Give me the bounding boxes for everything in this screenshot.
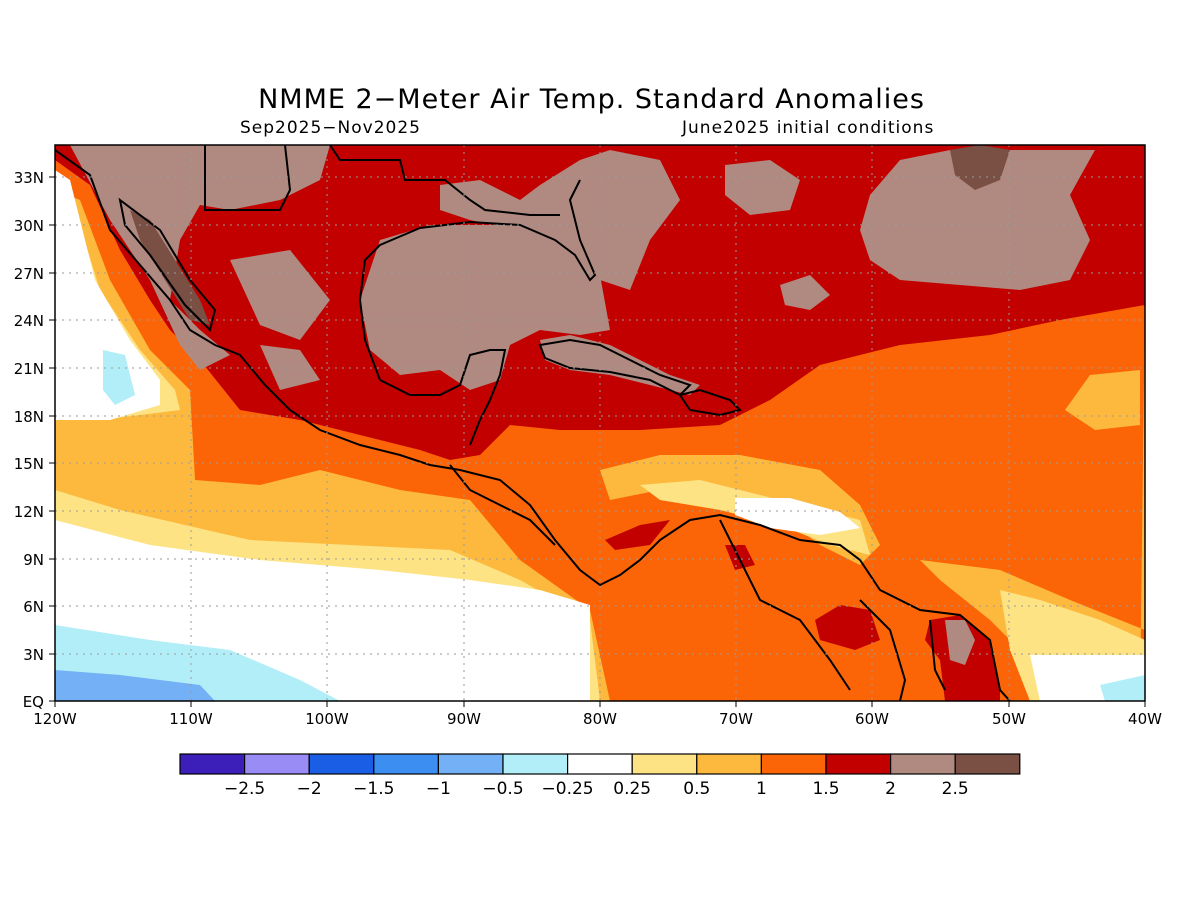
colorbar-swatch bbox=[437, 753, 504, 775]
lon-label: 80W bbox=[583, 710, 617, 728]
colorbar-swatch bbox=[696, 753, 762, 775]
lat-label: 6N bbox=[23, 598, 44, 616]
colorbar-label: 1.5 bbox=[812, 779, 839, 799]
colorbar-label: 2.5 bbox=[942, 779, 969, 799]
band-2-2.5-atlantic bbox=[725, 150, 1095, 665]
anomaly-field bbox=[55, 145, 1145, 701]
lon-label: 60W bbox=[855, 710, 889, 728]
colorbar-label: −1 bbox=[426, 779, 451, 799]
lon-label: 110W bbox=[169, 710, 213, 728]
colorbar-swatch bbox=[825, 753, 892, 775]
longitude-labels: 120W 110W 100W 90W 80W 70W 60W 50W 40W bbox=[33, 710, 1162, 728]
colorbar-swatch bbox=[179, 753, 246, 775]
band-cool-atlantic bbox=[1100, 675, 1145, 701]
colorbar-label: 0.5 bbox=[683, 779, 710, 799]
map-title: NMME 2−Meter Air Temp. Standard Anomalie… bbox=[258, 84, 925, 115]
forecast-period: Sep2025−Nov2025 bbox=[240, 118, 421, 138]
colorbar-label: −2 bbox=[297, 779, 322, 799]
coastlines bbox=[55, 145, 1011, 701]
colorbar-label: −0.5 bbox=[482, 779, 523, 799]
axis-ticks bbox=[49, 176, 1146, 707]
band-cool-west bbox=[55, 350, 340, 701]
band-1.5-2-south-america bbox=[605, 520, 1000, 701]
band-2-2.5-caribbean bbox=[540, 335, 700, 395]
band-neutral-west bbox=[55, 170, 590, 701]
band-cooler-west bbox=[55, 670, 215, 701]
colorbar-swatch bbox=[566, 753, 633, 775]
latitude-labels: EQ 3N 6N 9N 12N 15N 18N 21N 24N 27N 30N … bbox=[14, 169, 44, 711]
grid-lines bbox=[55, 145, 1145, 701]
colorbar-swatch bbox=[889, 753, 956, 775]
colorbar-labels: −2.5 −2 −1.5 −1 −0.5 −0.25 0.25 0.5 1 1.5 2 2.5 bbox=[224, 779, 969, 799]
colorbar-label: −1.5 bbox=[353, 779, 394, 799]
colorbar-swatch bbox=[244, 753, 310, 775]
colorbar-swatch bbox=[760, 753, 827, 775]
lon-label: 70W bbox=[719, 710, 753, 728]
band-2-2.5-us bbox=[70, 145, 680, 370]
colorbar-label: 0.25 bbox=[613, 779, 651, 799]
lat-label: 15N bbox=[14, 455, 44, 473]
lon-label: 40W bbox=[1128, 710, 1162, 728]
colorbar-swatch bbox=[631, 753, 698, 775]
colorbar-swatch bbox=[308, 753, 375, 775]
colorbar-label: 1 bbox=[756, 779, 767, 799]
lon-label: 50W bbox=[992, 710, 1026, 728]
initial-conditions: June2025 initial conditions bbox=[682, 118, 935, 138]
lat-label: 9N bbox=[23, 551, 44, 569]
lon-label: 100W bbox=[305, 710, 349, 728]
lat-label: 18N bbox=[14, 408, 44, 426]
lat-label: 30N bbox=[14, 217, 44, 235]
band-neutral-caribbean bbox=[735, 498, 1145, 701]
lat-label: 21N bbox=[14, 360, 44, 378]
lat-label: EQ bbox=[23, 693, 44, 711]
colorbar-label: −0.25 bbox=[542, 779, 594, 799]
lat-label: 24N bbox=[14, 312, 44, 330]
colorbar-swatch bbox=[373, 753, 439, 775]
lon-label: 120W bbox=[33, 710, 77, 728]
colorbar-swatch bbox=[954, 753, 1021, 775]
lat-label: 33N bbox=[14, 169, 44, 187]
band-2-2.5-gulf bbox=[360, 225, 610, 390]
lat-label: 12N bbox=[14, 503, 44, 521]
lon-label: 90W bbox=[447, 710, 481, 728]
lat-label: 27N bbox=[14, 265, 44, 283]
lat-label: 3N bbox=[23, 646, 44, 664]
band-0.25-0.5-caribbean bbox=[640, 480, 1145, 701]
colorbar-label: 2 bbox=[885, 779, 896, 799]
colorbar-label: −2.5 bbox=[224, 779, 265, 799]
colorbar-swatch bbox=[502, 753, 569, 775]
colorbar bbox=[179, 753, 1021, 775]
